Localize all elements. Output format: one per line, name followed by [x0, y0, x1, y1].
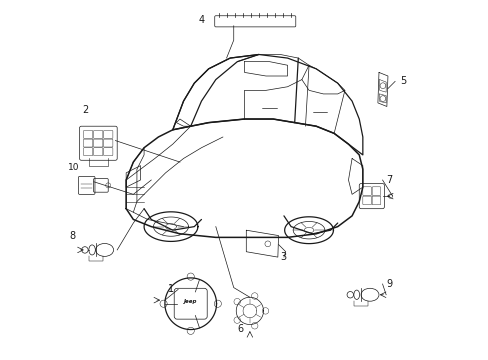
- Text: 8: 8: [69, 231, 75, 240]
- Text: 2: 2: [81, 105, 88, 115]
- Text: 1: 1: [168, 284, 174, 294]
- Text: 3: 3: [280, 252, 286, 262]
- Text: 4: 4: [198, 15, 204, 26]
- Text: 9: 9: [386, 279, 391, 289]
- Text: 5: 5: [400, 76, 406, 86]
- Text: 7: 7: [386, 175, 391, 185]
- Text: Jeep: Jeep: [183, 300, 197, 305]
- Text: 6: 6: [237, 324, 244, 334]
- Text: 10: 10: [68, 163, 80, 172]
